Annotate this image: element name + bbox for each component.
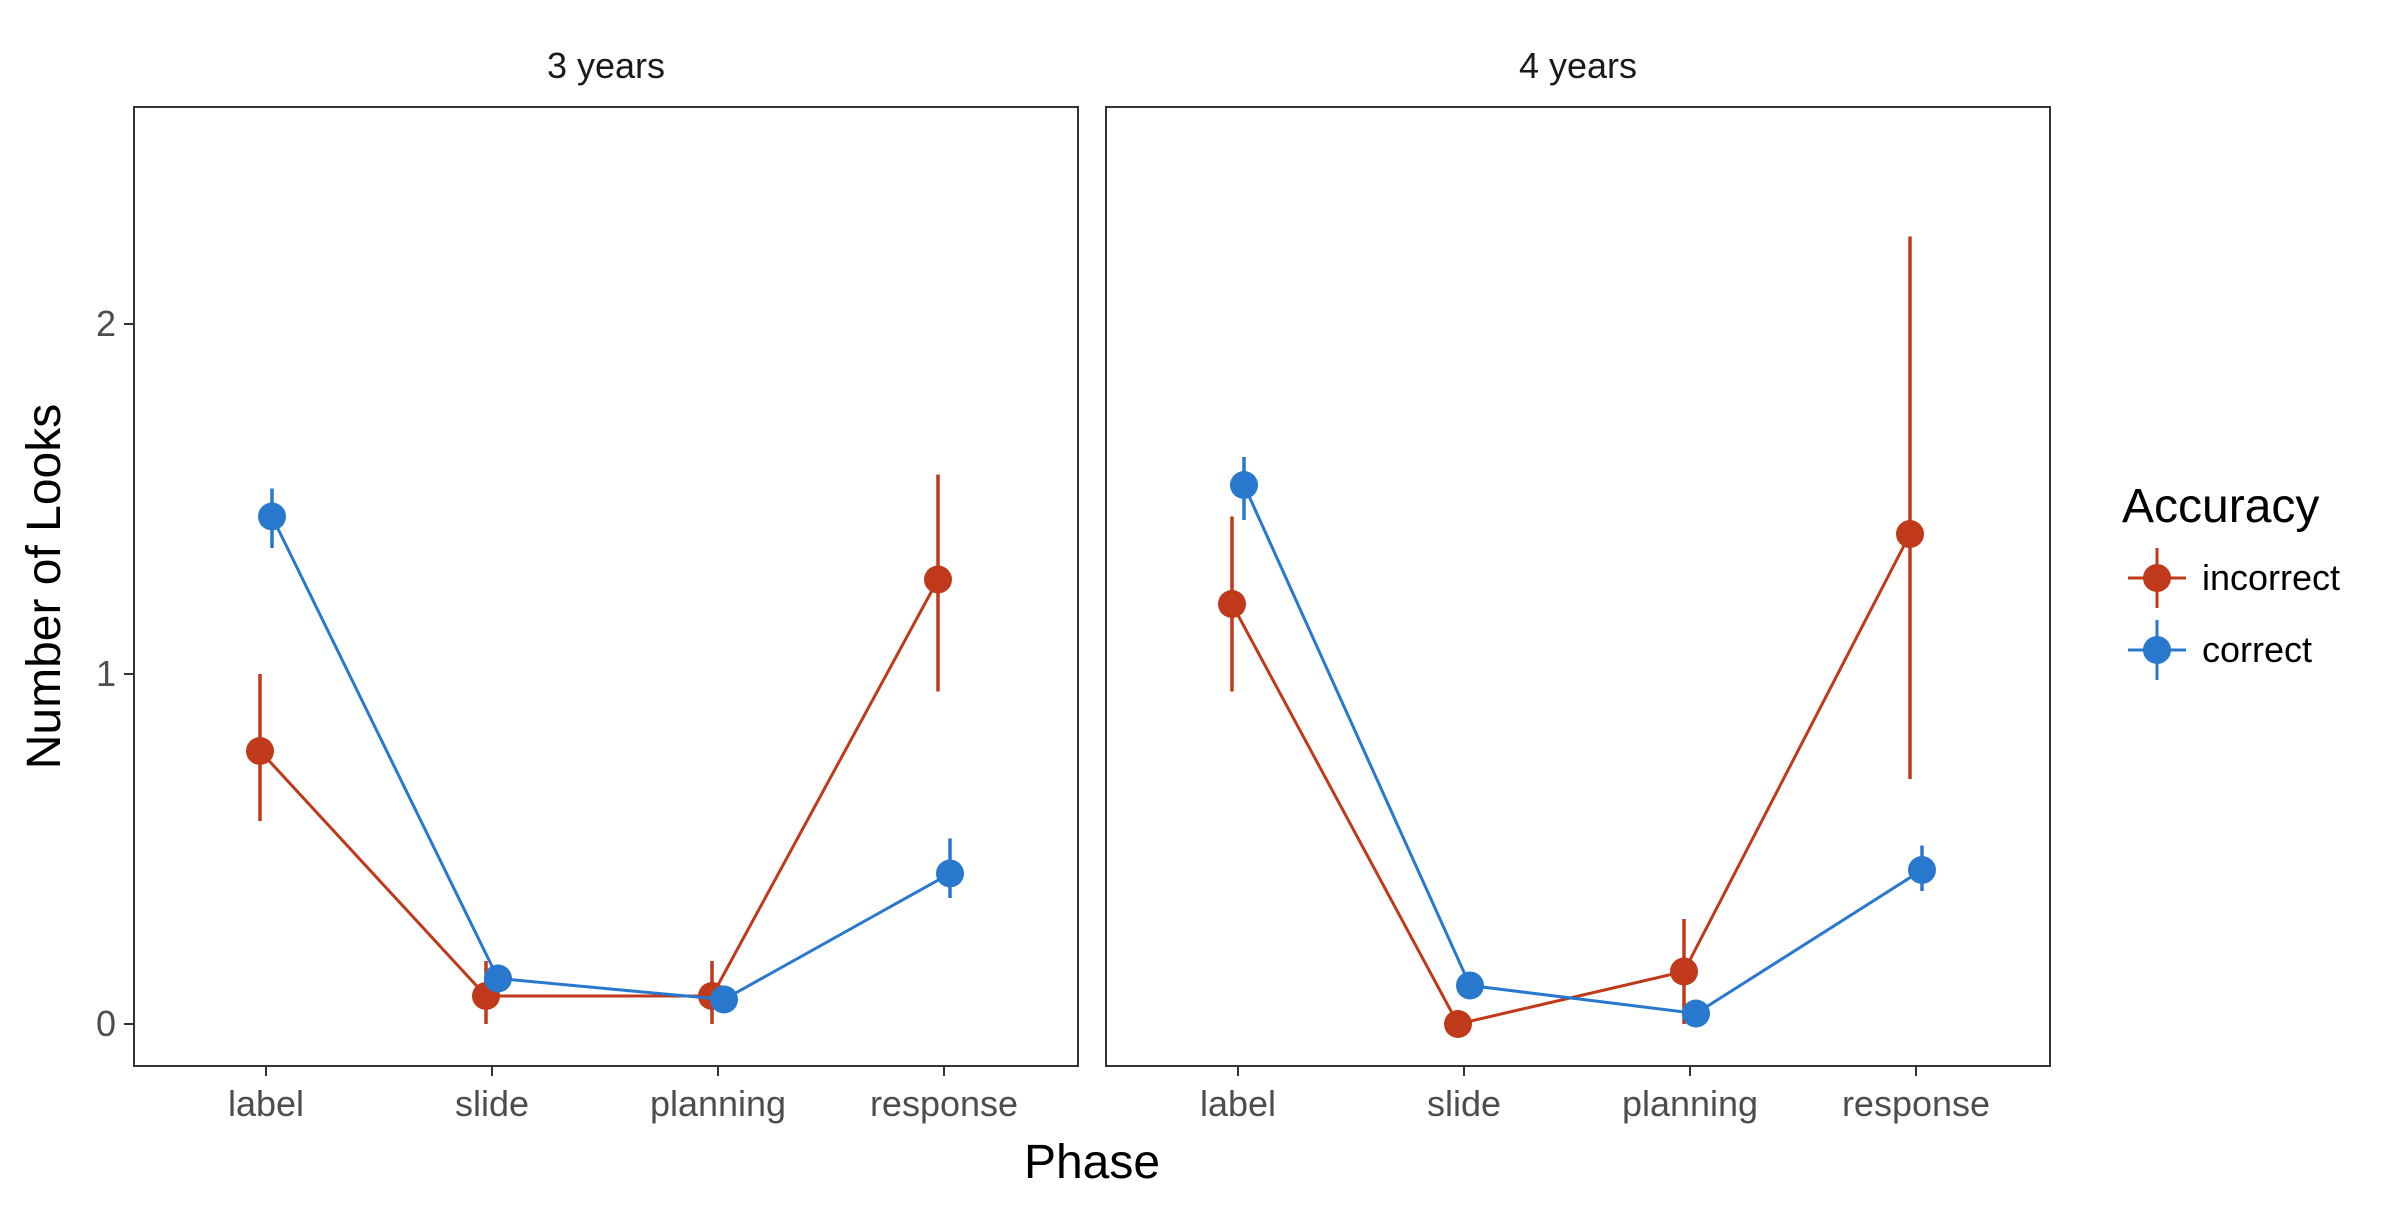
data-point-correct <box>1908 856 1936 884</box>
facet-title: 4 years <box>1519 45 1637 86</box>
data-point-correct <box>1230 471 1258 499</box>
series-line-incorrect <box>258 578 940 998</box>
data-point-incorrect <box>1218 590 1246 618</box>
legend-label-incorrect: incorrect <box>2202 557 2340 598</box>
y-axis-title: Number of Looks <box>18 404 71 770</box>
x-tick-label: planning <box>650 1083 786 1124</box>
series-line-correct <box>1242 484 1923 1016</box>
x-tick-label: slide <box>1427 1083 1501 1124</box>
data-point-correct <box>1682 999 1710 1028</box>
series-line-correct <box>270 515 951 1002</box>
x-axis-title: Phase <box>1024 1136 1160 1189</box>
legend-label-correct: correct <box>2202 629 2312 670</box>
data-point-incorrect <box>1670 957 1698 986</box>
data-point-incorrect <box>924 565 952 594</box>
legend-key-point <box>2143 636 2171 664</box>
series-line-incorrect <box>1230 533 1912 1026</box>
data-point-correct <box>1456 971 1484 1000</box>
x-tick-label: slide <box>455 1083 529 1124</box>
panel-border <box>1105 106 2051 1067</box>
facet-title: 3 years <box>547 45 665 86</box>
panel-border <box>133 106 1079 1067</box>
legend-title: Accuracy <box>2122 480 2319 533</box>
legend-key-point <box>2143 564 2171 592</box>
x-tick-label: response <box>870 1083 1018 1124</box>
y-tick-label: 1 <box>96 653 116 694</box>
y-tick-label: 2 <box>96 303 116 344</box>
data-point-correct <box>710 985 738 1014</box>
data-point-incorrect <box>246 737 274 765</box>
data-point-correct <box>936 859 964 888</box>
x-tick-label: response <box>1842 1083 1990 1124</box>
data-point-incorrect <box>1896 520 1924 548</box>
y-tick-label: 0 <box>96 1003 116 1044</box>
x-tick-label: label <box>1200 1083 1276 1124</box>
data-point-correct <box>258 502 286 531</box>
data-point-correct <box>484 964 512 993</box>
x-tick-label: planning <box>1622 1083 1758 1124</box>
x-tick-label: label <box>228 1083 304 1124</box>
data-point-incorrect <box>1444 1010 1472 1038</box>
